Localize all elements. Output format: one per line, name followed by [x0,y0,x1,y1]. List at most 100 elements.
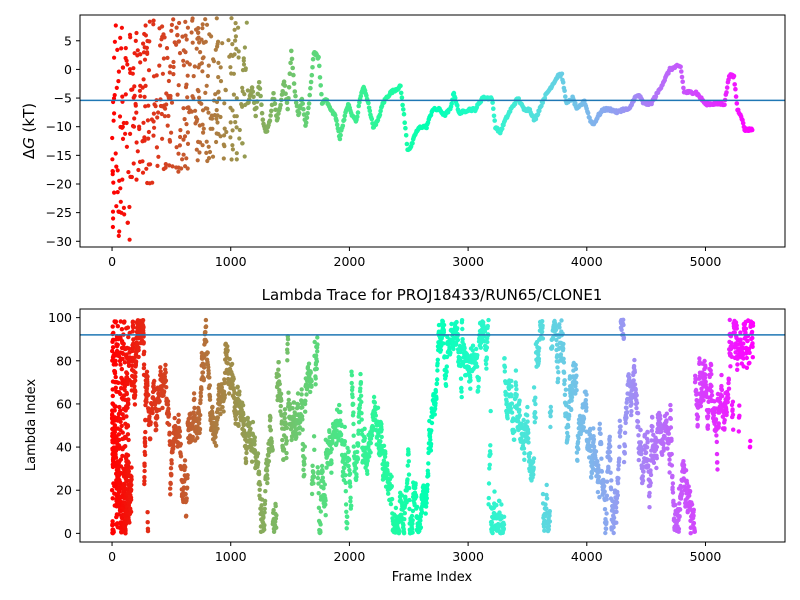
delta-g-point [114,204,119,209]
delta-g-point [241,62,247,67]
lambda-point [280,437,285,443]
lambda-point [566,424,571,429]
lambda-point [266,459,272,464]
delta-g-point [116,69,121,74]
lambda-point [657,413,663,418]
delta-g-point [141,50,147,55]
lambda-point [124,390,129,395]
delta-g-point [141,41,146,46]
delta-g-point [166,93,171,99]
lambda-point [709,389,714,394]
lambda-point [381,443,387,448]
lambda-point [444,369,449,375]
delta-g-y-axis-label: ΔG (kT) [20,103,38,159]
lambda-point [369,429,375,434]
lambda-point [286,390,291,395]
delta-g-point [259,110,265,116]
lambda-point [670,490,676,495]
lambda-point [687,488,693,494]
lambda-point [654,456,659,461]
lambda-point [414,494,419,499]
lambda-point [713,417,719,422]
lambda-point [311,474,317,479]
lambda-point [316,491,321,496]
lambda-point [213,443,219,448]
delta-g-point [533,116,539,122]
lambda-point [482,329,488,334]
delta-g-point [112,111,117,116]
lambda-point [225,348,230,353]
delta-g-point [724,90,729,95]
delta-g-point [114,164,119,169]
delta-g-point [143,33,148,38]
lambda-point [621,317,626,322]
lambda-point [274,525,279,530]
delta-g-point [224,129,229,135]
lambda-point [574,380,579,385]
lambda-point [407,506,412,512]
delta-g-point [133,101,138,107]
lambda-point [536,346,542,351]
lambda-point [119,327,125,332]
y-tick-label: −20 [46,176,72,191]
delta-g-point [116,233,121,238]
lambda-point [484,366,489,371]
lambda-point [140,318,146,323]
delta-g-point [166,113,171,119]
lambda-point [315,335,320,340]
lambda-point [365,471,370,476]
delta-g-point [218,79,224,84]
lambda-point [457,343,463,349]
lambda-point [573,391,578,396]
delta-g-point [236,49,241,54]
lambda-point [113,452,118,457]
lambda-point [589,471,595,476]
delta-g-point [117,209,122,214]
lambda-point [588,448,593,454]
lambda-point [117,459,122,464]
lambda-point [531,456,537,461]
lambda-point [709,372,714,377]
lambda-point [334,428,339,433]
lambda-point [499,502,504,507]
lambda-point [409,513,415,519]
lambda-point [744,365,750,370]
lambda-point [478,345,483,350]
lambda-point [226,391,232,396]
lambda-point [614,509,619,514]
delta-g-point [245,88,250,93]
lambda-point [203,324,209,329]
lambda-point [705,423,711,428]
delta-g-point [229,157,234,162]
lambda-point [362,426,367,431]
delta-g-point [228,105,233,110]
lambda-point [475,353,480,358]
lambda-point [487,462,492,467]
lambda-point [130,319,136,324]
lambda-point [483,361,489,367]
delta-g-point [169,28,174,33]
delta-g-point [398,83,403,89]
lambda-point [135,341,140,346]
delta-g-point [234,157,239,162]
lambda-point [410,526,415,531]
delta-g-point [145,50,150,55]
delta-g-point [234,151,239,156]
delta-g-point [129,87,134,92]
delta-g-point [171,17,176,22]
lambda-point [435,368,440,373]
delta-g-point [204,139,209,144]
lambda-point [349,373,355,378]
delta-g-point [222,101,227,106]
delta-g-point [184,37,189,42]
lambda-point [715,460,720,465]
delta-g-point [316,54,321,60]
lambda-point [207,375,212,380]
lambda-point [399,493,405,498]
y-tick-label: −30 [46,234,72,249]
lambda-point [561,356,566,361]
delta-g-point [123,131,128,136]
x-tick-label: 3000 [452,254,484,269]
lambda-point [132,392,138,398]
